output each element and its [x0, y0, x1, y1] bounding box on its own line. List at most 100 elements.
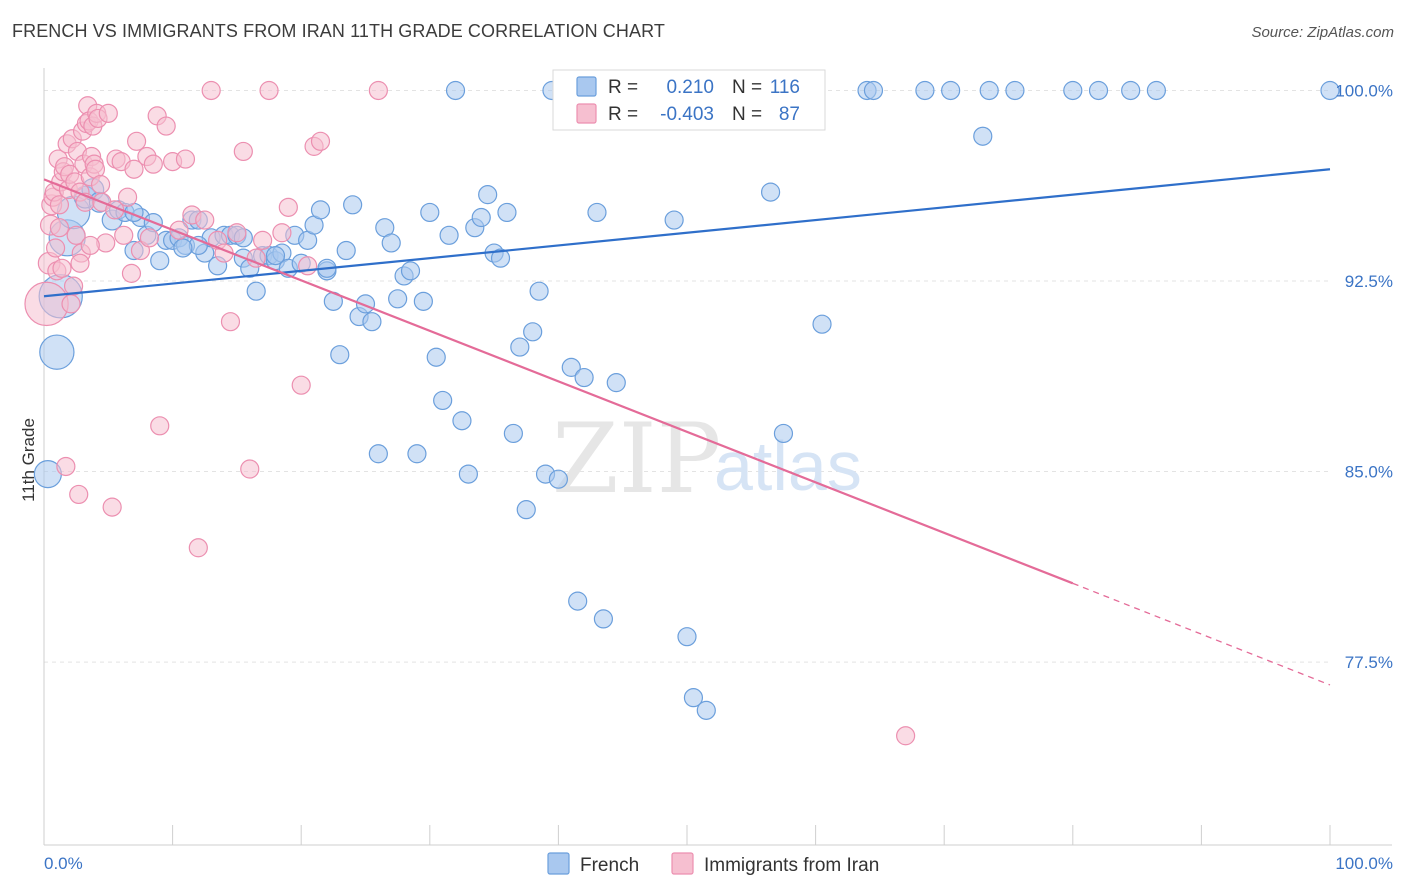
- correlation-legend: R = 0.210 N = 116 R = -0.403 N = 87: [552, 69, 826, 131]
- iran-point-70: [259, 80, 279, 101]
- x-tick-labels: 0.0% 100.0%: [44, 854, 1393, 873]
- french-point-92: [696, 700, 716, 720]
- iran-point-66: [233, 141, 253, 162]
- iran-point-72: [278, 197, 298, 217]
- legend-french-r-value: 0.210: [666, 77, 714, 98]
- iran-point-20: [63, 276, 84, 296]
- french-point-61: [445, 80, 466, 101]
- legend-iran-n-value: 87: [779, 104, 800, 125]
- iran-point-67: [240, 459, 260, 479]
- legend-french-n-label: N =: [732, 77, 762, 98]
- french-point-96: [760, 182, 781, 202]
- french-point-72: [516, 500, 536, 520]
- french-point-81: [574, 367, 594, 388]
- french-point-110: [1146, 80, 1166, 101]
- iran-point-43: [102, 497, 122, 517]
- iran-point-81: [70, 253, 90, 273]
- french-point-101: [863, 80, 884, 101]
- french-point-107: [1063, 80, 1083, 101]
- french-point-86: [606, 373, 626, 393]
- iran-point-53: [150, 416, 170, 436]
- french-point-114: [265, 246, 286, 266]
- french-point-30: [246, 281, 266, 301]
- y-tick-label-2: 85.0%: [1345, 463, 1393, 482]
- iran-point-14: [56, 456, 76, 477]
- french-point-70: [503, 423, 523, 444]
- iran-point-69: [253, 230, 273, 250]
- trend-lines: [43, 168, 1331, 686]
- iran-point-86: [121, 263, 142, 283]
- y-tick-label-0: 100.0%: [1335, 81, 1393, 100]
- french-point-90: [677, 627, 697, 647]
- french-point-63: [458, 464, 478, 484]
- french-point-89: [664, 210, 684, 230]
- french-point-103: [941, 80, 961, 101]
- x-tick-label-0: 0.0%: [44, 854, 83, 873]
- legend-iran-r-label: R =: [608, 104, 638, 125]
- iran-point-64: [220, 312, 241, 332]
- french-point-51: [381, 233, 401, 253]
- iran-point-57: [175, 149, 196, 169]
- french-point-74: [529, 281, 549, 301]
- french-point-73: [523, 322, 543, 342]
- french-point-62: [452, 411, 472, 431]
- y-tick-labels: 100.0% 92.5% 85.0% 77.5%: [1335, 81, 1393, 672]
- source-credit: Source: ZipAtlas.com: [1251, 24, 1394, 41]
- french-point-99: [812, 314, 832, 334]
- french-point-71: [510, 337, 530, 357]
- french-point-69: [497, 202, 517, 223]
- iran-point-46: [117, 187, 138, 207]
- french-point-80: [568, 591, 588, 611]
- watermark: ZIP atlas: [552, 403, 862, 515]
- iran-point-9: [49, 195, 70, 215]
- iran-point-60: [195, 210, 215, 230]
- legend-box: [552, 69, 826, 131]
- legend-french-r-label: R =: [608, 77, 638, 98]
- watermark-zip: ZIP: [552, 403, 721, 515]
- french-point-52: [388, 289, 408, 309]
- french-point-108: [1088, 80, 1109, 101]
- legend-french-n-value: 116: [770, 77, 800, 98]
- french-point-83: [587, 202, 607, 223]
- iran-point-65: [227, 223, 247, 243]
- iran-point-6: [45, 238, 66, 258]
- french-point-77: [548, 469, 569, 489]
- french-point-48: [362, 312, 382, 332]
- french-point-54: [400, 261, 421, 281]
- french-point-59: [433, 390, 453, 411]
- iran-point-24: [69, 484, 89, 505]
- iran-points: [24, 80, 916, 746]
- french-point-68: [490, 248, 511, 268]
- series-legend-swatch-iran: [671, 852, 694, 875]
- iran-point-82: [49, 218, 70, 238]
- iran-trend-line: [43, 178, 1074, 585]
- iran-trend-extension: [1072, 582, 1331, 686]
- iran-point-83: [80, 235, 100, 256]
- french-trend-line: [43, 168, 1331, 298]
- y-tick-label-1: 92.5%: [1345, 272, 1393, 291]
- french-point-91: [683, 688, 704, 708]
- x-tick-label-1: 100.0%: [1335, 854, 1393, 873]
- iran-point-11: [52, 258, 72, 278]
- french-point-56: [413, 291, 433, 311]
- french-point-111: [1320, 80, 1340, 101]
- iran-point-22: [66, 225, 86, 245]
- iran-point-42: [98, 103, 118, 123]
- chart-title: FRENCH VS IMMIGRANTS FROM IRAN 11TH GRAD…: [12, 21, 665, 41]
- iran-point-78: [896, 726, 916, 746]
- iran-point-48: [126, 131, 147, 151]
- series-legend-iran: Immigrants from Iran: [704, 855, 879, 876]
- french-point-60: [439, 225, 459, 245]
- french-point-106: [1005, 80, 1025, 101]
- grid-lines: [44, 89, 1330, 663]
- french-point-45: [343, 195, 363, 215]
- legend-swatch-iran: [576, 103, 597, 124]
- iran-point-85: [139, 228, 160, 248]
- iran-point-77: [368, 80, 388, 101]
- iran-point-79: [114, 225, 134, 245]
- french-point-15: [150, 251, 170, 271]
- french-point-66: [478, 185, 498, 205]
- iran-point-47: [124, 159, 144, 179]
- french-points: [33, 80, 1340, 720]
